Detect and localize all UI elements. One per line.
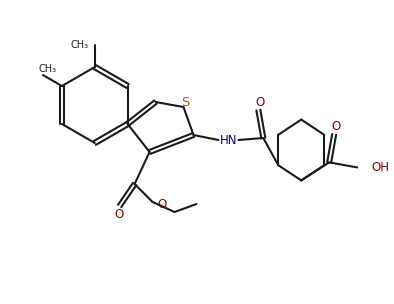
Text: O: O: [331, 120, 341, 133]
Text: O: O: [114, 208, 123, 220]
Text: O: O: [256, 95, 265, 109]
Text: CH₃: CH₃: [39, 64, 57, 74]
Text: O: O: [158, 199, 167, 212]
Text: S: S: [181, 96, 190, 109]
Text: OH: OH: [371, 161, 389, 174]
Text: HN: HN: [219, 133, 237, 147]
Text: CH₃: CH₃: [71, 40, 89, 50]
